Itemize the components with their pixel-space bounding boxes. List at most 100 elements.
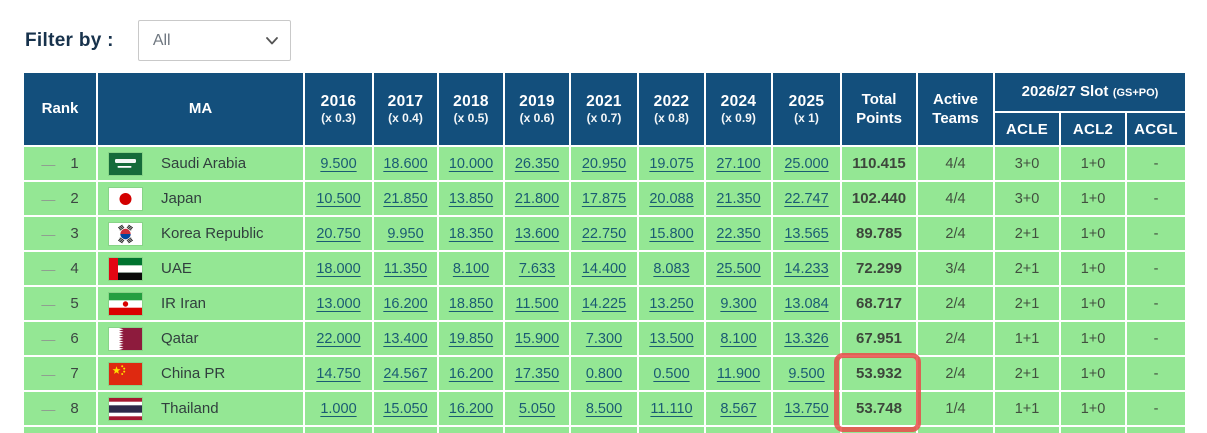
acle-slot-cell: 3+0 xyxy=(993,145,1061,182)
acgl-slot-cell: - xyxy=(1124,320,1188,357)
points-link[interactable]: 13.326 xyxy=(784,330,829,347)
points-cell-2018: 18.350 xyxy=(437,215,505,252)
points-link[interactable]: 18.000 xyxy=(316,260,361,277)
points-cell-2021: 17.875 xyxy=(569,180,639,217)
points-link[interactable]: 13.250 xyxy=(649,295,694,312)
points-link[interactable]: 9.500 xyxy=(788,365,825,382)
points-link[interactable]: 22.000 xyxy=(316,330,361,347)
points-link[interactable]: 16.200 xyxy=(383,295,428,312)
points-link[interactable]: 25.500 xyxy=(716,260,761,277)
points-link[interactable]: 14.233 xyxy=(784,260,829,277)
total-points-cell: 72.299 xyxy=(840,250,918,287)
points-link[interactable]: 18.350 xyxy=(448,225,494,242)
points-link[interactable]: 21.350 xyxy=(716,190,761,207)
points-link[interactable]: 21.850 xyxy=(383,190,428,207)
points-link[interactable]: 17.875 xyxy=(581,190,627,207)
points-link[interactable]: 18.850 xyxy=(448,295,494,312)
acle-slot-cell: 2+1 xyxy=(993,285,1061,322)
points-link[interactable]: 8.083 xyxy=(653,260,690,277)
points-cell-2016: 14.750 xyxy=(303,355,374,392)
year-label: 2022 xyxy=(653,92,690,110)
points-link[interactable]: 10.500 xyxy=(316,190,361,207)
points-link[interactable]: 0.500 xyxy=(653,365,690,382)
points-link[interactable]: 19.850 xyxy=(448,330,494,347)
table-row-rank-7: —7 China PR 14.750 24.567 16.200 17.350 0.800 0… xyxy=(22,355,1188,392)
table-row-rank-6: —6 Qatar 22.000 13.400 19.850 15.900 7.300 13.5… xyxy=(22,320,1188,357)
points-link[interactable]: 10.000 xyxy=(448,155,494,172)
clipped-cell xyxy=(569,425,639,433)
year-label: 2017 xyxy=(387,92,424,110)
points-link[interactable]: 19.075 xyxy=(649,155,694,172)
col-header-year-2024: 2024 (x 0.9) xyxy=(704,71,773,147)
points-link[interactable]: 9.300 xyxy=(720,295,757,312)
points-link[interactable]: 24.567 xyxy=(383,365,428,382)
points-link[interactable]: 27.100 xyxy=(716,155,761,172)
active-teams-cell: 2/4 xyxy=(916,355,995,392)
acle-slot-cell: 2+1 xyxy=(993,250,1061,287)
table-row-rank-3: —3 Korea Republic 20.750 9.950 18.350 13.600 2… xyxy=(22,215,1188,252)
points-link[interactable]: 22.350 xyxy=(716,225,761,242)
points-link[interactable]: 8.567 xyxy=(720,400,757,417)
points-link[interactable]: 9.950 xyxy=(387,225,424,242)
points-link[interactable]: 26.350 xyxy=(514,155,560,172)
filter-dropdown[interactable]: All xyxy=(137,20,291,61)
points-cell-2025: 14.233 xyxy=(771,250,842,287)
points-link[interactable]: 8.500 xyxy=(585,400,623,417)
points-link[interactable]: 9.500 xyxy=(320,155,357,172)
points-link[interactable]: 14.750 xyxy=(316,365,361,382)
points-link[interactable]: 5.050 xyxy=(518,400,556,417)
points-link[interactable]: 20.950 xyxy=(581,155,627,172)
points-cell-2021: 8.500 xyxy=(569,390,639,427)
points-link[interactable]: 15.050 xyxy=(383,400,428,417)
points-link[interactable]: 8.100 xyxy=(452,260,490,277)
year-multiplier: (x 0.3) xyxy=(321,111,356,126)
rank-number: 3 xyxy=(70,225,79,242)
points-link[interactable]: 13.000 xyxy=(316,295,361,312)
points-cell-2017: 9.950 xyxy=(372,215,439,252)
points-link[interactable]: 0.800 xyxy=(585,365,623,382)
points-link[interactable]: 13.600 xyxy=(514,225,560,242)
points-link[interactable]: 7.300 xyxy=(585,330,623,347)
points-link[interactable]: 8.100 xyxy=(720,330,757,347)
points-cell-2021: 20.950 xyxy=(569,145,639,182)
points-link[interactable]: 13.750 xyxy=(784,400,829,417)
points-link[interactable]: 14.400 xyxy=(581,260,627,277)
points-link[interactable]: 11.110 xyxy=(650,400,693,417)
points-link[interactable]: 1.000 xyxy=(320,400,357,417)
clipped-cell xyxy=(372,425,439,433)
points-link[interactable]: 20.088 xyxy=(649,190,694,207)
points-link[interactable]: 15.800 xyxy=(649,225,694,242)
acl2-slot-cell: 1+0 xyxy=(1059,320,1127,357)
points-link[interactable]: 18.600 xyxy=(383,155,428,172)
points-link[interactable]: 13.565 xyxy=(784,225,829,242)
points-link[interactable]: 7.633 xyxy=(518,260,556,277)
points-cell-2025: 9.500 xyxy=(771,355,842,392)
points-link[interactable]: 16.200 xyxy=(448,400,494,417)
points-link[interactable]: 22.750 xyxy=(581,225,627,242)
points-link[interactable]: 14.225 xyxy=(581,295,627,312)
points-link[interactable]: 13.850 xyxy=(448,190,494,207)
points-link[interactable]: 21.800 xyxy=(514,190,560,207)
table-row-rank-2: —2 Japan 10.500 21.850 13.850 21.800 17.875 20.… xyxy=(22,180,1188,217)
year-label: 2021 xyxy=(586,92,622,110)
points-link[interactable]: 25.000 xyxy=(784,155,829,172)
points-link[interactable]: 20.750 xyxy=(316,225,361,242)
points-cell-2016: 1.000 xyxy=(303,390,374,427)
points-link[interactable]: 13.084 xyxy=(784,295,829,312)
points-cell-2025: 13.750 xyxy=(771,390,842,427)
points-link[interactable]: 16.200 xyxy=(448,365,494,382)
points-link[interactable]: 11.500 xyxy=(515,295,559,312)
table-row-rank-4: —4 UAE 18.000 11.350 8.100 7.633 14.400 8.083 25… xyxy=(22,250,1188,287)
points-link[interactable]: 13.400 xyxy=(383,330,428,347)
col-header-rank: Rank xyxy=(22,71,98,147)
points-link[interactable]: 11.350 xyxy=(383,260,428,277)
points-link[interactable]: 17.350 xyxy=(514,365,560,382)
points-link[interactable]: 15.900 xyxy=(514,330,560,347)
year-multiplier: (x 0.6) xyxy=(519,111,555,126)
rank-number: 1 xyxy=(70,155,79,172)
points-link[interactable]: 11.900 xyxy=(716,365,761,382)
points-link[interactable]: 22.747 xyxy=(784,190,829,207)
points-link[interactable]: 13.500 xyxy=(649,330,694,347)
slot-group-subtitle: (GS+PO) xyxy=(1112,87,1159,99)
